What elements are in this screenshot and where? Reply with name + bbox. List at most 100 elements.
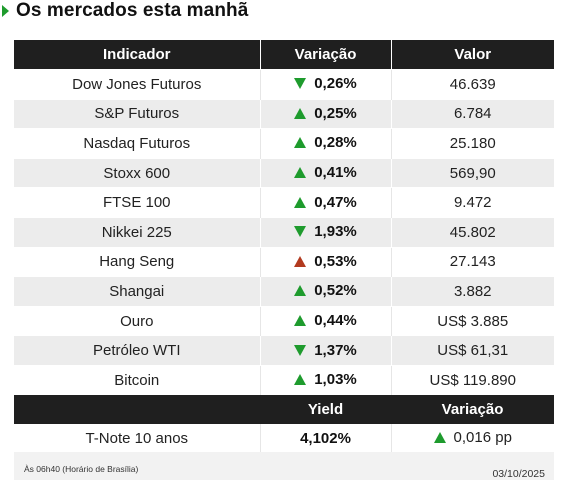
- indicator-value: 27.143: [391, 246, 554, 277]
- change-value: 0,41%: [314, 164, 357, 182]
- yield-row-tnote: T-Note 10 anos 4,102% 0,016 pp: [14, 423, 554, 453]
- headline: Os mercados esta manhã: [2, 0, 248, 22]
- indicator-value: US$ 119.890: [391, 364, 554, 395]
- markets-table-body: Dow Jones Futuros 0,26% 46.639 S&P Futuros 0…: [14, 69, 554, 395]
- yield-row-change: 0,016 pp: [433, 429, 512, 447]
- yield-row-change-cell: 0,016 pp: [391, 423, 554, 453]
- arrow-up-icon: [294, 107, 307, 119]
- change-indicator: 1,93%: [294, 223, 357, 240]
- table-row: FTSE 100 0,47% 9.472: [14, 187, 554, 218]
- time-note: Às 06h40 (Horário de Brasília): [24, 464, 139, 474]
- change-indicator: 0,28%: [294, 134, 357, 151]
- change-cell: 0,53%: [260, 246, 392, 277]
- table-row: Dow Jones Futuros 0,26% 46.639: [14, 69, 554, 100]
- markets-card: Indicador Variação Valor Dow Jones Futur…: [14, 40, 554, 480]
- indicator-name: FTSE 100: [14, 187, 261, 218]
- change-indicator: 0,41%: [294, 164, 357, 181]
- indicator-value: 45.802: [391, 216, 554, 248]
- table-row: Nikkei 225 1,93% 45.802: [14, 216, 554, 248]
- change-cell: 0,52%: [260, 276, 392, 307]
- change-indicator: 0,25%: [294, 105, 357, 122]
- column-header-yield: Yield: [260, 394, 391, 424]
- indicator-name: Hang Seng: [14, 246, 261, 277]
- arrow-up-icon: [294, 167, 307, 179]
- table-row: Stoxx 600 0,41% 569,90: [14, 157, 554, 188]
- indicator-name: Nikkei 225: [14, 216, 261, 248]
- change-value: 0,52%: [314, 282, 357, 300]
- arrow-down-icon: [294, 344, 307, 356]
- markets-table: Indicador Variação Valor Dow Jones Futur…: [14, 40, 554, 453]
- change-cell: 0,41%: [260, 157, 392, 188]
- triangle-marker-icon: [2, 5, 9, 17]
- indicator-value: 46.639: [391, 69, 554, 100]
- change-indicator: 0,47%: [294, 194, 357, 211]
- arrow-up-icon: [294, 285, 307, 297]
- change-value: 0,47%: [314, 193, 357, 211]
- indicator-value: US$ 3.885: [391, 305, 554, 336]
- arrow-down-icon: [294, 78, 307, 90]
- indicator-value: 569,90: [391, 157, 554, 188]
- column-header-yield-variacao: Variação: [391, 394, 554, 424]
- markets-table-header: Indicador Variação Valor: [14, 40, 554, 70]
- arrow-up-icon: [433, 432, 446, 444]
- change-cell: 0,25%: [260, 98, 392, 129]
- table-row: Bitcoin 1,03% US$ 119.890: [14, 364, 554, 395]
- change-value: 1,37%: [314, 341, 357, 359]
- card-footer: Às 06h40 (Horário de Brasília) 03/10/202…: [14, 452, 554, 480]
- indicator-value: 6.784: [391, 98, 554, 129]
- change-value: 0,26%: [314, 75, 357, 93]
- change-value: 1,03%: [314, 371, 357, 389]
- change-cell: 1,37%: [260, 335, 392, 366]
- change-value: 0,44%: [314, 312, 357, 330]
- arrow-up-icon: [294, 196, 307, 208]
- indicator-name: S&P Futuros: [14, 98, 261, 129]
- change-cell: 0,44%: [260, 305, 392, 336]
- table-row: S&P Futuros 0,25% 6.784: [14, 98, 554, 129]
- change-value: 0,28%: [314, 134, 357, 152]
- column-header-valor: Valor: [391, 40, 554, 70]
- table-row: Hang Seng 0,53% 27.143: [14, 246, 554, 277]
- indicator-value: US$ 61,31: [391, 335, 554, 366]
- headline-title: Os mercados esta manhã: [16, 0, 249, 21]
- column-header-variacao: Variação: [260, 40, 392, 70]
- yield-row-name: T-Note 10 anos: [14, 423, 261, 453]
- yield-table-header: Yield Variação: [14, 394, 554, 424]
- column-header-indicador: Indicador: [14, 40, 261, 70]
- yield-row-yield: 4,102%: [260, 423, 392, 453]
- change-cell: 1,93%: [260, 216, 392, 248]
- publish-date: 03/10/2025: [492, 468, 545, 480]
- indicator-name: Ouro: [14, 305, 261, 336]
- change-value: 1,93%: [314, 223, 357, 241]
- table-row: Nasdaq Futuros 0,28% 25.180: [14, 128, 554, 159]
- indicator-name: Nasdaq Futuros: [14, 128, 261, 159]
- arrow-up-icon: [294, 137, 307, 149]
- change-indicator: 0,52%: [294, 282, 357, 299]
- change-indicator: 1,03%: [294, 371, 357, 388]
- indicator-value: 9.472: [391, 187, 554, 218]
- column-header-blank: [14, 394, 260, 424]
- change-value: 0,25%: [314, 104, 357, 122]
- change-indicator: 1,37%: [294, 342, 357, 359]
- change-indicator: 0,26%: [294, 75, 357, 92]
- indicator-name: Bitcoin: [14, 364, 261, 395]
- table-row: Shangai 0,52% 3.882: [14, 276, 554, 307]
- change-cell: 0,47%: [260, 187, 392, 218]
- arrow-up-red-icon: [294, 255, 307, 267]
- indicator-name: Petróleo WTI: [14, 335, 261, 366]
- table-row: Ouro 0,44% US$ 3.885: [14, 305, 554, 336]
- indicator-name: Shangai: [14, 276, 261, 307]
- table-row: Petróleo WTI 1,37% US$ 61,31: [14, 335, 554, 366]
- change-cell: 0,26%: [260, 69, 392, 100]
- indicator-value: 3.882: [391, 276, 554, 307]
- indicator-value: 25.180: [391, 128, 554, 159]
- indicator-name: Dow Jones Futuros: [14, 69, 261, 100]
- change-cell: 1,03%: [260, 364, 392, 395]
- yield-row-change-value: 0,016 pp: [453, 429, 512, 447]
- change-indicator: 0,44%: [294, 312, 357, 329]
- change-cell: 0,28%: [260, 128, 392, 159]
- change-indicator: 0,53%: [294, 253, 357, 270]
- arrow-up-icon: [294, 374, 307, 386]
- arrow-down-icon: [294, 226, 307, 238]
- indicator-name: Stoxx 600: [14, 157, 261, 188]
